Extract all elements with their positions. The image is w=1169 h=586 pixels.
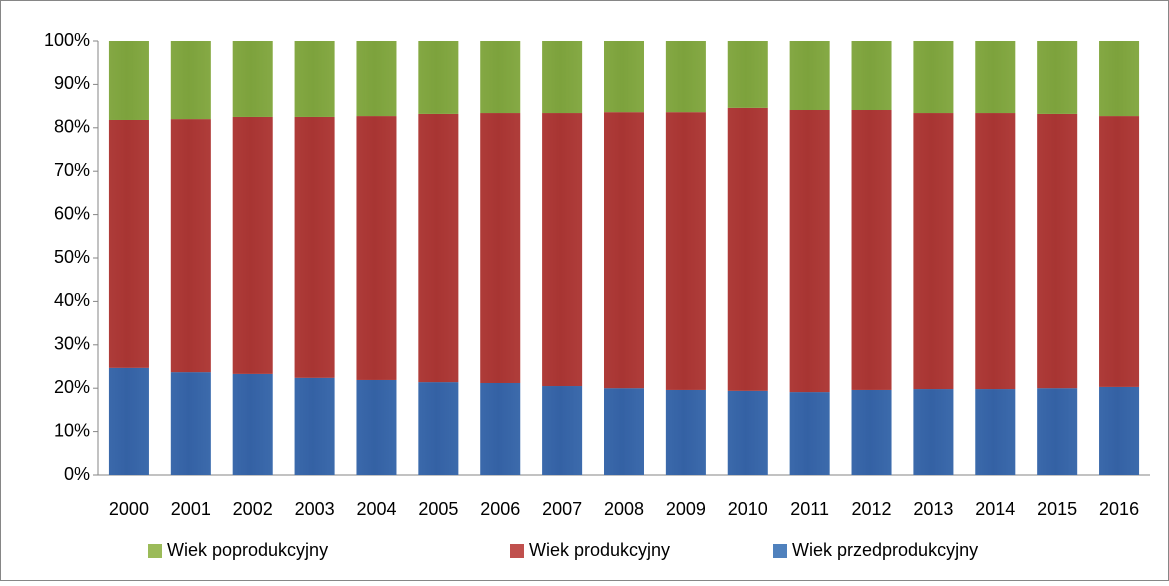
x-tick-label: 2004: [356, 499, 396, 519]
bar-shine: [108, 41, 149, 120]
bar-shine: [727, 107, 768, 391]
y-tick-label: 60%: [54, 203, 90, 223]
x-tick-label: 2005: [418, 499, 458, 519]
x-tick-label: 2001: [171, 499, 211, 519]
bar-shine: [294, 41, 335, 117]
x-tick-label: 2007: [542, 499, 582, 519]
x-tick-label: 2002: [233, 499, 273, 519]
x-tick-label: 2012: [852, 499, 892, 519]
bar-shine: [480, 113, 521, 383]
bar-shine: [1037, 113, 1078, 389]
bar-shine: [975, 389, 1016, 475]
bar-shine: [665, 389, 706, 475]
x-tick-label: 2013: [913, 499, 953, 519]
bar-shine: [108, 119, 149, 368]
y-tick-label: 100%: [44, 30, 90, 50]
y-tick-label: 0%: [64, 464, 90, 484]
bar-shine: [232, 116, 273, 374]
x-tick-label: 2009: [666, 499, 706, 519]
legend-label: Wiek poprodukcyjny: [167, 540, 328, 560]
bar-shine: [975, 41, 1016, 114]
x-tick-label: 2010: [728, 499, 768, 519]
y-tick-label: 90%: [54, 73, 90, 93]
bar-shine: [356, 379, 397, 475]
x-tick-label: 2016: [1099, 499, 1139, 519]
y-tick-label: 30%: [54, 334, 90, 354]
bar-shine: [480, 382, 521, 475]
y-tick-label: 10%: [54, 420, 90, 440]
bar-shine: [170, 119, 211, 373]
bar-shine: [542, 41, 583, 114]
bar-shine: [789, 110, 830, 393]
bar-shine: [1037, 388, 1078, 475]
legend-swatch: [148, 544, 162, 558]
bar-shine: [1099, 41, 1140, 117]
bar-shine: [418, 41, 459, 114]
bar-shine: [851, 389, 892, 475]
x-tick-label: 2011: [790, 499, 829, 519]
bar-shine: [851, 41, 892, 111]
bar-shine: [851, 110, 892, 390]
bar-shine: [1099, 116, 1140, 387]
y-tick-label: 70%: [54, 160, 90, 180]
x-tick-label: 2008: [604, 499, 644, 519]
bar-shine: [542, 113, 583, 387]
y-tick-label: 40%: [54, 290, 90, 310]
bar-shine: [294, 116, 335, 378]
bar-shine: [727, 390, 768, 475]
bar-shine: [232, 373, 273, 475]
y-tick-label: 20%: [54, 377, 90, 397]
bar-shine: [232, 41, 273, 117]
x-tick-label: 2003: [295, 499, 335, 519]
bar-shine: [170, 41, 211, 120]
bar-shine: [356, 41, 397, 117]
bar-shine: [1037, 41, 1078, 114]
bar-shine: [913, 389, 954, 475]
legend-label: Wiek produkcyjny: [529, 540, 670, 560]
bar-shine: [727, 41, 768, 108]
bar-shine: [913, 113, 954, 390]
bar-shine: [604, 41, 644, 113]
bar-shine: [913, 41, 954, 114]
bar-shine: [665, 112, 706, 390]
bar-shine: [542, 386, 583, 475]
bar-shine: [480, 41, 521, 114]
y-tick-label: 80%: [54, 117, 90, 137]
bar-shine: [975, 113, 1016, 390]
bar-shine: [789, 41, 830, 111]
bar-shine: [604, 112, 644, 389]
bar-shine: [665, 41, 706, 113]
bar-shine: [604, 388, 644, 475]
bar-shine: [789, 392, 830, 475]
x-tick-label: 2006: [480, 499, 520, 519]
bar-shine: [418, 113, 459, 383]
x-tick-label: 2014: [975, 499, 1015, 519]
bar-shine: [294, 377, 335, 475]
x-tick-label: 2000: [109, 499, 149, 519]
legend-swatch: [773, 544, 787, 558]
y-tick-label: 50%: [54, 247, 90, 267]
x-tick-label: 2015: [1037, 499, 1077, 519]
bar-shine: [356, 116, 397, 380]
legend-swatch: [510, 544, 524, 558]
bar-shine: [108, 367, 149, 475]
bar-shine: [418, 382, 459, 475]
bar-shine: [1099, 386, 1140, 475]
legend-label: Wiek przedprodukcyjny: [792, 540, 978, 560]
bar-shine: [170, 372, 211, 475]
